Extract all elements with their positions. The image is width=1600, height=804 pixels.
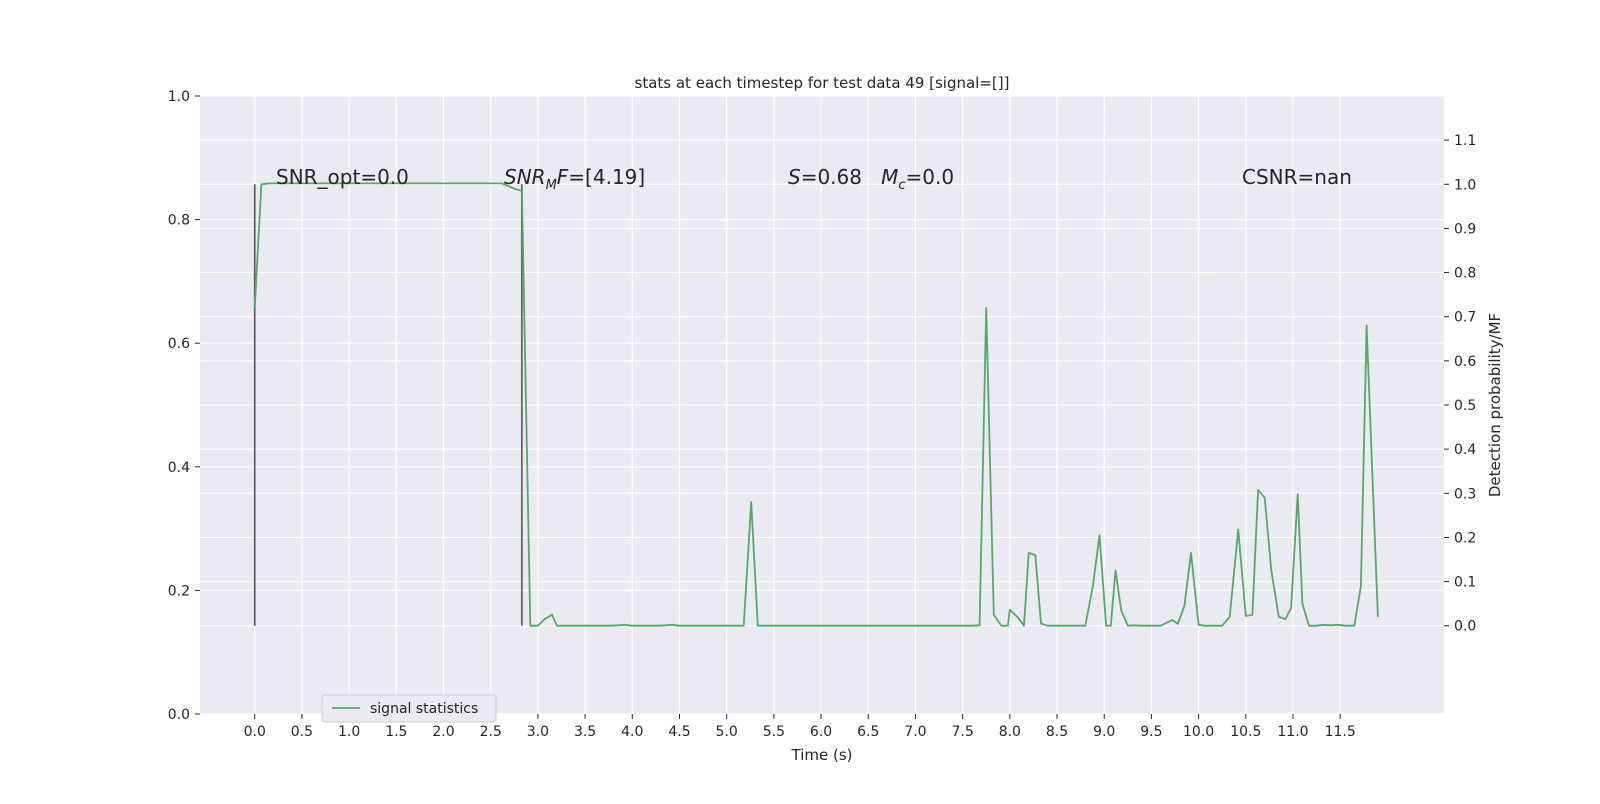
x-tick-label: 1.0 xyxy=(338,724,360,740)
chart-title: stats at each timestep for test data 49 … xyxy=(635,74,1010,92)
y-tick-label: 0.8 xyxy=(168,213,190,229)
x-tick-label: 6.0 xyxy=(810,724,832,740)
x-tick-label: 10.0 xyxy=(1183,724,1214,740)
x-tick-label: 10.5 xyxy=(1230,724,1261,740)
x-tick-label: 9.0 xyxy=(1093,724,1115,740)
x-tick-label: 3.5 xyxy=(574,724,596,740)
y-tick-label: 0.2 xyxy=(168,583,190,599)
x-tick-label: 9.5 xyxy=(1140,724,1162,740)
x-tick-label: 0.5 xyxy=(291,724,313,740)
series-line-signal-statistics xyxy=(253,182,1379,627)
y2-tick-label: 1.1 xyxy=(1454,133,1476,149)
y2-tick-label: 0.5 xyxy=(1454,398,1476,414)
y2-tick-label: 0.1 xyxy=(1454,575,1476,591)
x-tick-label: 2.0 xyxy=(432,724,454,740)
y2-tick-label: 0.7 xyxy=(1454,310,1476,326)
x-tick-label: 8.0 xyxy=(999,724,1021,740)
x-tick-label: 7.5 xyxy=(952,724,974,740)
annotation-snr-opt: SNR_opt=0.0 xyxy=(276,165,409,189)
y-tick-label: 0.6 xyxy=(168,336,190,352)
y-tick-label: 1.0 xyxy=(168,89,190,105)
svg-text:S=0.68 Mc=0.0: S=0.68 Mc=0.0 xyxy=(788,165,954,193)
x-tick-label: 3.0 xyxy=(527,724,549,740)
legend: signal statistics xyxy=(321,694,497,723)
y2-tick-label: 1.0 xyxy=(1454,177,1476,193)
y-tick-label: 0.4 xyxy=(168,460,190,476)
y2-tick-label: 0.3 xyxy=(1454,486,1476,502)
y2-tick-label: 0.4 xyxy=(1454,442,1476,458)
vertical-markers xyxy=(253,184,523,626)
y2-tick-label: 0.0 xyxy=(1454,619,1476,635)
svg-text:SNR_opt=0.0: SNR_opt=0.0 xyxy=(276,165,409,189)
x-tick-label: 1.5 xyxy=(385,724,407,740)
grid-lines xyxy=(200,95,1444,715)
legend-box xyxy=(321,694,497,723)
x-tick-label: 0.0 xyxy=(244,724,266,740)
x-tick-label: 11.0 xyxy=(1277,724,1308,740)
svg-text:SNRMF=[4.19]: SNRMF=[4.19] xyxy=(504,165,645,193)
legend-label: signal statistics xyxy=(370,701,478,717)
x-tick-label: 4.5 xyxy=(668,724,690,740)
y2-axis-ticks: 0.0 0.1 0.2 0.3 0.4 0.5 0.6 0.7 0.8 0.9 1.0 1.1 xyxy=(1444,133,1476,635)
y2-tick-label: 0.9 xyxy=(1454,221,1476,237)
y-axis-ticks: 0.0 0.2 0.4 0.6 0.8 1.0 xyxy=(168,89,200,723)
x-axis-ticks: 0.0 0.5 1.0 1.5 2.0 2.5 3.0 3.5 4.0 4.5 5.0 5.5 6.0 6… xyxy=(244,714,1356,740)
x-tick-label: 8.5 xyxy=(1046,724,1068,740)
y2-tick-label: 0.6 xyxy=(1454,354,1476,370)
x-tick-label: 5.5 xyxy=(763,724,785,740)
x-tick-label: 4.0 xyxy=(621,724,643,740)
y2-axis-title: Detection probability/MF xyxy=(1486,313,1504,497)
x-tick-label: 2.5 xyxy=(480,724,502,740)
svg-text:CSNR=nan: CSNR=nan xyxy=(1242,165,1352,189)
annotation-snr-mf: SNRMF=[4.19] xyxy=(504,165,645,193)
annotation-csnr: CSNR=nan xyxy=(1242,165,1352,189)
x-tick-label: 6.5 xyxy=(857,724,879,740)
x-tick-label: 7.0 xyxy=(904,724,926,740)
y2-tick-label: 0.2 xyxy=(1454,530,1476,546)
x-axis-title: Time (s) xyxy=(791,746,853,764)
y-tick-label: 0.0 xyxy=(168,707,190,723)
annotation-s-mc: S=0.68 Mc=0.0 xyxy=(788,165,954,193)
x-tick-label: 11.5 xyxy=(1325,724,1356,740)
y2-tick-label: 0.8 xyxy=(1454,266,1476,282)
x-tick-label: 5.0 xyxy=(716,724,738,740)
series-layer xyxy=(253,182,1379,627)
